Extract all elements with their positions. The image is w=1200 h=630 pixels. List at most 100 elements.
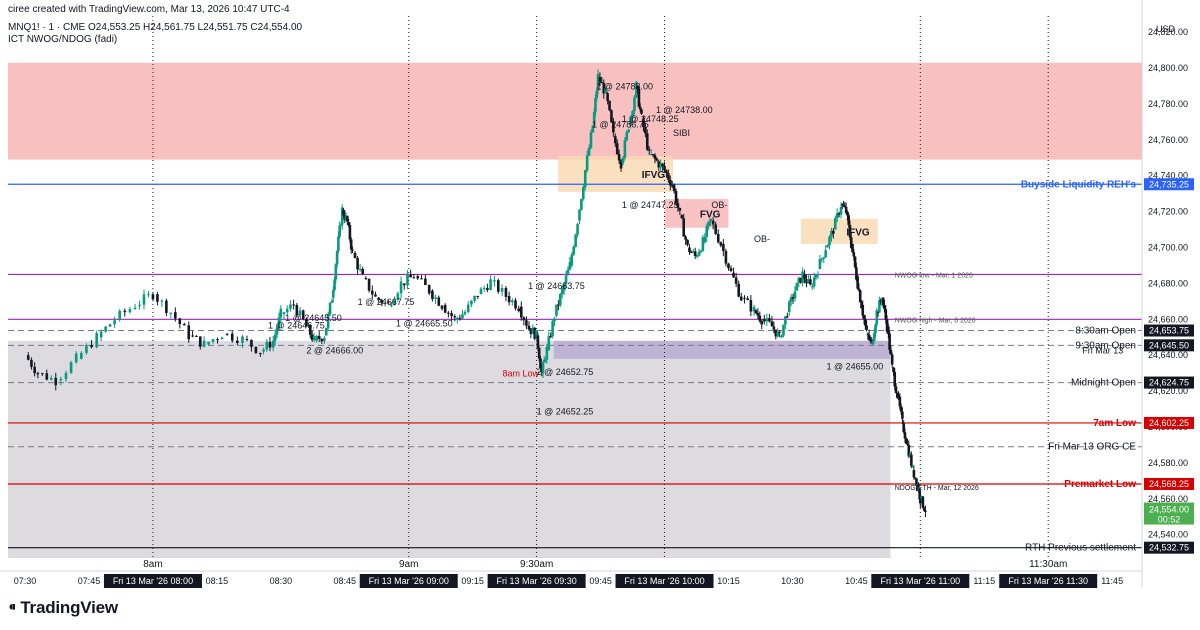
- trade-label: 1 @ 24646.75: [268, 320, 325, 330]
- candle-body: [470, 300, 473, 305]
- candle-body: [383, 302, 387, 304]
- candle-body: [74, 353, 78, 363]
- candle-body: [541, 362, 545, 374]
- candle-body: [358, 269, 362, 271]
- candle-body: [198, 336, 202, 347]
- candle-body: [833, 218, 837, 230]
- candle-body: [594, 98, 597, 112]
- candle-body: [888, 333, 891, 350]
- candle-body: [562, 283, 566, 291]
- candle-body: [716, 233, 720, 243]
- candle-body: [661, 163, 664, 167]
- candle-body: [547, 336, 551, 350]
- candle-body: [493, 280, 496, 282]
- candle-body: [268, 341, 272, 348]
- session-label: 9am: [399, 559, 418, 570]
- candle-body: [837, 213, 841, 215]
- candle-body: [852, 252, 856, 257]
- candle-body: [625, 132, 629, 141]
- candle-body: [292, 304, 295, 306]
- candle-body: [758, 315, 762, 321]
- premarket-low-axis-value: 24,568.25: [1149, 479, 1189, 489]
- candle-body: [113, 320, 116, 325]
- candle-body: [636, 85, 639, 89]
- tradingview-brand[interactable]: ⁌ TradingView: [8, 598, 118, 618]
- countdown-value: 00:52: [1158, 515, 1181, 525]
- candle-body: [328, 302, 332, 315]
- candle-body: [380, 299, 384, 304]
- candle-body: [816, 274, 820, 276]
- candle-body: [699, 250, 703, 252]
- annotation-label: Fri Mar 13: [1082, 345, 1123, 355]
- candle-body: [874, 324, 877, 334]
- candle-body: [277, 317, 281, 329]
- candle-body: [921, 496, 925, 508]
- candle-body: [356, 257, 359, 270]
- candle-body: [59, 379, 63, 381]
- candle-body: [871, 340, 875, 345]
- trade-label: 1 @ 24748.25: [622, 114, 679, 124]
- candle-body: [864, 319, 867, 326]
- candle-body: [848, 224, 852, 238]
- candle-body: [489, 279, 492, 290]
- trade-label: 2 @ 24652.75: [537, 367, 594, 377]
- candle-body: [862, 315, 866, 320]
- candle-body: [655, 158, 659, 161]
- candle-body: [686, 239, 689, 245]
- candle-body: [409, 274, 412, 278]
- current-price-tag: [1144, 502, 1194, 525]
- org-ce-label: Fri Mar 13 ORG CE: [1048, 442, 1136, 453]
- candle-body: [504, 288, 508, 297]
- candle-body: [537, 347, 541, 359]
- candle-body: [453, 316, 457, 318]
- candle-body: [195, 335, 198, 337]
- candle-body: [486, 287, 489, 290]
- candle-body: [580, 198, 583, 210]
- candle-body: [399, 281, 403, 294]
- candle-body: [331, 290, 335, 298]
- indicator-legend[interactable]: ICT NWOG/NDOG (fadi): [8, 34, 118, 45]
- candle-body: [330, 300, 334, 303]
- candle-body: [424, 278, 427, 286]
- candle-body: [897, 394, 900, 397]
- time-tag-label: Fri 13 Mar '26 10:00: [624, 576, 704, 586]
- time-tick-label: 11:15: [973, 576, 995, 586]
- candle-body: [857, 288, 861, 291]
- candle-body: [295, 304, 299, 316]
- trade-label: 1 @ 24652.25: [537, 406, 594, 416]
- candle-body: [795, 282, 799, 291]
- candle-body: [653, 155, 657, 159]
- symbol-ohlc-line[interactable]: MNQ1! · 1 · CME O24,553.25 H24,561.75 L2…: [8, 22, 303, 33]
- candle-body: [812, 277, 816, 287]
- candle-body: [912, 470, 916, 478]
- candle-body: [367, 278, 371, 291]
- candle-body: [456, 317, 459, 320]
- trade-label: 1 @ 24645.50: [285, 313, 342, 323]
- chart-credit: ciree created with TradingView.com, Mar …: [8, 4, 290, 15]
- candle-body: [797, 277, 801, 283]
- candle-body: [867, 334, 871, 340]
- time-tag-bg: [615, 574, 714, 588]
- candle-body: [165, 300, 168, 313]
- candle-body: [637, 88, 641, 107]
- discount-zone: [8, 340, 891, 558]
- candle-body: [282, 312, 286, 314]
- candle-body: [507, 295, 511, 303]
- candle-body: [289, 304, 292, 309]
- candle-body: [809, 279, 812, 285]
- candle-body: [479, 288, 483, 295]
- candle-body: [610, 110, 613, 123]
- candle-body: [638, 106, 642, 110]
- time-tag-bg: [871, 574, 970, 588]
- candle-body: [703, 237, 707, 243]
- candle-body: [613, 136, 617, 144]
- candle-body: [657, 161, 661, 168]
- candle-body: [535, 330, 538, 339]
- candle-body: [416, 276, 419, 279]
- time-tag-label: Fri 13 Mar '26 09:30: [496, 576, 576, 586]
- candle-body: [511, 300, 514, 303]
- candle-body: [406, 274, 409, 286]
- rth-settlement-axis-value: 24,532.75: [1149, 543, 1189, 553]
- candle-body: [138, 304, 141, 306]
